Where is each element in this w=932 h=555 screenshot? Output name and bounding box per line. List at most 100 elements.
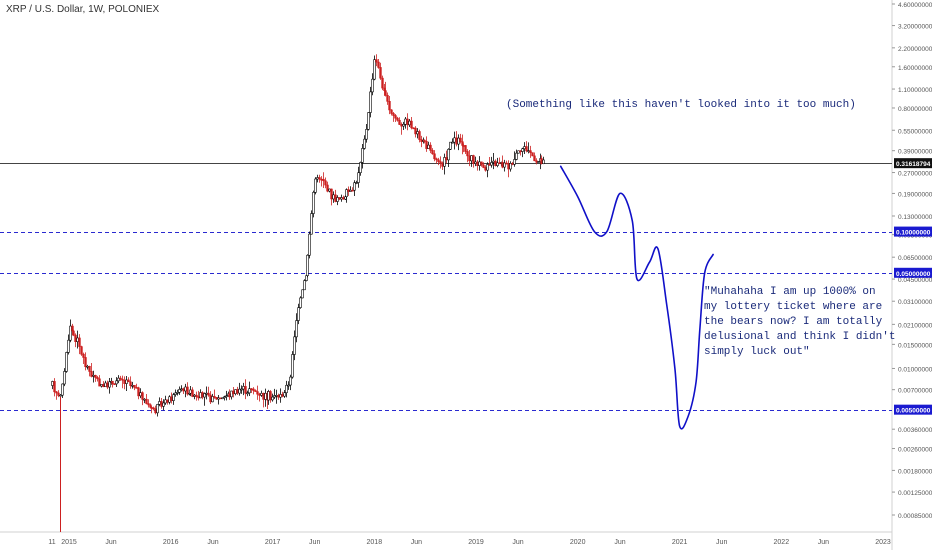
candle xyxy=(490,156,493,168)
y-tick-label: 0.39000000 xyxy=(898,149,932,156)
candle xyxy=(353,180,356,196)
candle xyxy=(63,368,66,387)
candle xyxy=(429,142,432,154)
y-tick-label: 0.00180000 xyxy=(898,468,932,475)
candle-body xyxy=(244,386,247,394)
candle xyxy=(365,123,368,143)
candle-body xyxy=(104,382,107,388)
price-tag-label: 0.00500000 xyxy=(896,408,931,415)
candle-body xyxy=(521,148,524,152)
candle-body xyxy=(535,160,538,163)
candle-body xyxy=(381,77,384,89)
price-tag-bg xyxy=(894,404,932,415)
y-tick-label: 0.80000000 xyxy=(898,106,932,113)
candle-body xyxy=(453,137,456,143)
candle-body xyxy=(293,336,296,355)
candle-body xyxy=(186,386,189,395)
candle-body xyxy=(501,162,504,168)
candle-body xyxy=(435,158,438,161)
candle xyxy=(108,378,111,394)
candle-body xyxy=(82,353,85,358)
candle xyxy=(464,145,467,155)
candle xyxy=(517,150,520,154)
candle-body xyxy=(363,138,366,149)
price-tag-bg xyxy=(894,226,932,237)
candle-body xyxy=(457,137,460,145)
candle-body xyxy=(203,393,206,398)
candle-body xyxy=(480,161,483,166)
candle-body xyxy=(172,394,175,401)
candle xyxy=(324,177,327,189)
candle xyxy=(525,141,528,153)
candle-body xyxy=(236,389,239,394)
x-tick-label: 11 xyxy=(48,539,55,546)
candle-body xyxy=(328,188,331,192)
candle xyxy=(314,177,317,195)
candle-body xyxy=(180,388,183,391)
candle-body xyxy=(299,297,302,308)
candle-body xyxy=(156,404,159,414)
candle-body xyxy=(312,192,315,214)
candle-body xyxy=(209,394,212,403)
candle xyxy=(221,397,224,400)
candle xyxy=(515,149,518,161)
candle-body xyxy=(308,233,311,256)
candle xyxy=(363,135,366,150)
x-tick-label: Jun xyxy=(207,539,218,546)
projection-path xyxy=(559,165,714,430)
candle-body xyxy=(285,384,288,394)
candle xyxy=(59,393,62,397)
candle xyxy=(207,386,210,397)
candle-body xyxy=(316,177,319,180)
candle-body xyxy=(338,197,341,200)
candle xyxy=(145,393,148,405)
candle xyxy=(396,116,399,122)
candle xyxy=(439,156,442,169)
candle xyxy=(133,385,136,391)
quote-line: the bears now? I am totally xyxy=(704,316,883,328)
candle-body xyxy=(264,392,267,400)
candle-body xyxy=(322,178,325,182)
candle-body xyxy=(466,151,469,157)
candle-body xyxy=(254,390,257,392)
candle-body xyxy=(166,399,169,403)
candle xyxy=(373,55,376,81)
candle-body xyxy=(488,164,491,166)
candle xyxy=(433,150,436,162)
y-tick-label: 0.00260000 xyxy=(898,447,932,454)
candle xyxy=(111,380,114,388)
candle-body xyxy=(342,197,345,200)
candle-body xyxy=(193,394,196,397)
candle xyxy=(238,382,241,396)
candle xyxy=(269,390,272,403)
candle xyxy=(306,254,309,278)
candle-body xyxy=(164,399,167,404)
candle-body xyxy=(505,162,508,165)
candle-body xyxy=(361,148,364,163)
candle xyxy=(449,141,452,151)
candle xyxy=(178,386,181,395)
candle xyxy=(377,58,380,69)
candle-body xyxy=(176,392,179,394)
price-tag: 0.05000000 xyxy=(894,267,932,278)
candle-body xyxy=(416,131,419,135)
price-tag: 0.31618794 xyxy=(894,158,932,169)
candle-body xyxy=(449,141,452,150)
x-tick-label: 2023 xyxy=(875,539,891,546)
candle-body xyxy=(147,403,150,406)
candle-body xyxy=(94,374,97,378)
candle xyxy=(195,391,198,401)
candle xyxy=(351,187,354,192)
candle xyxy=(414,126,417,138)
candle xyxy=(129,376,132,389)
candle xyxy=(410,116,413,130)
candle xyxy=(394,114,397,123)
candle xyxy=(98,375,101,387)
candle xyxy=(459,133,462,144)
candle-body xyxy=(283,392,286,397)
candle-body xyxy=(150,407,153,409)
candle xyxy=(303,279,306,291)
candle xyxy=(186,382,189,396)
